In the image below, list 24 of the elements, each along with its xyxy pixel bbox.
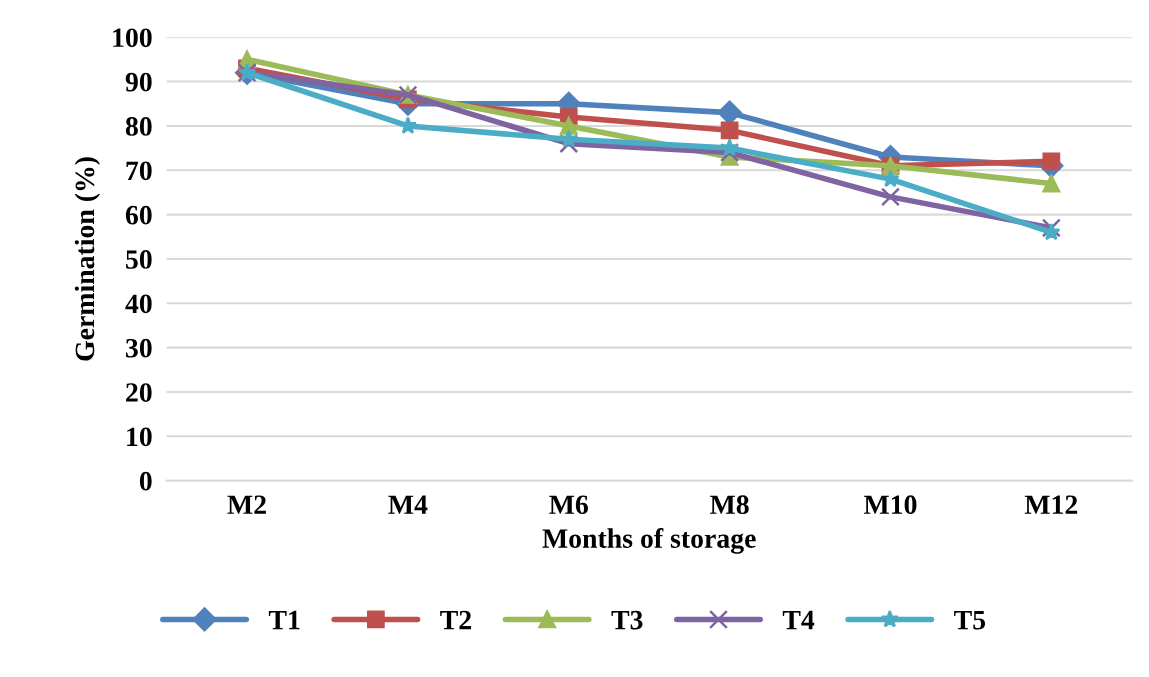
x-tick-label: M4 xyxy=(388,495,428,514)
x-tick-label: M8 xyxy=(710,495,749,515)
legend-label: T4 xyxy=(782,610,815,630)
legend-label: T2 xyxy=(440,610,471,630)
legend-label: T1 xyxy=(268,610,300,630)
y-axis-title: Germination (%) xyxy=(74,157,100,361)
y-tick-label: 80 xyxy=(125,117,152,136)
x-tick-label: M6 xyxy=(549,495,588,515)
y-tick-label: 10 xyxy=(127,427,152,447)
x-axis-title: Months of storage xyxy=(542,528,756,554)
legend-label: T3 xyxy=(611,610,643,630)
x-tick-label: M10 xyxy=(863,495,917,515)
x-tick-label: M2 xyxy=(227,495,266,514)
y-tick-label: 40 xyxy=(125,294,152,314)
y-tick-label: 20 xyxy=(126,383,152,402)
y-tick-label: 30 xyxy=(125,338,152,358)
y-tick-label: 50 xyxy=(126,250,152,269)
y-tick-label: 60 xyxy=(125,205,152,225)
y-tick-label: 70 xyxy=(126,161,152,181)
y-tick-label: 0 xyxy=(139,471,152,491)
x-tick-label: M12 xyxy=(1024,495,1078,514)
y-tick-label: 100 xyxy=(113,28,152,48)
legend-label: T5 xyxy=(954,610,986,630)
y-tick-label: 90 xyxy=(125,72,152,92)
